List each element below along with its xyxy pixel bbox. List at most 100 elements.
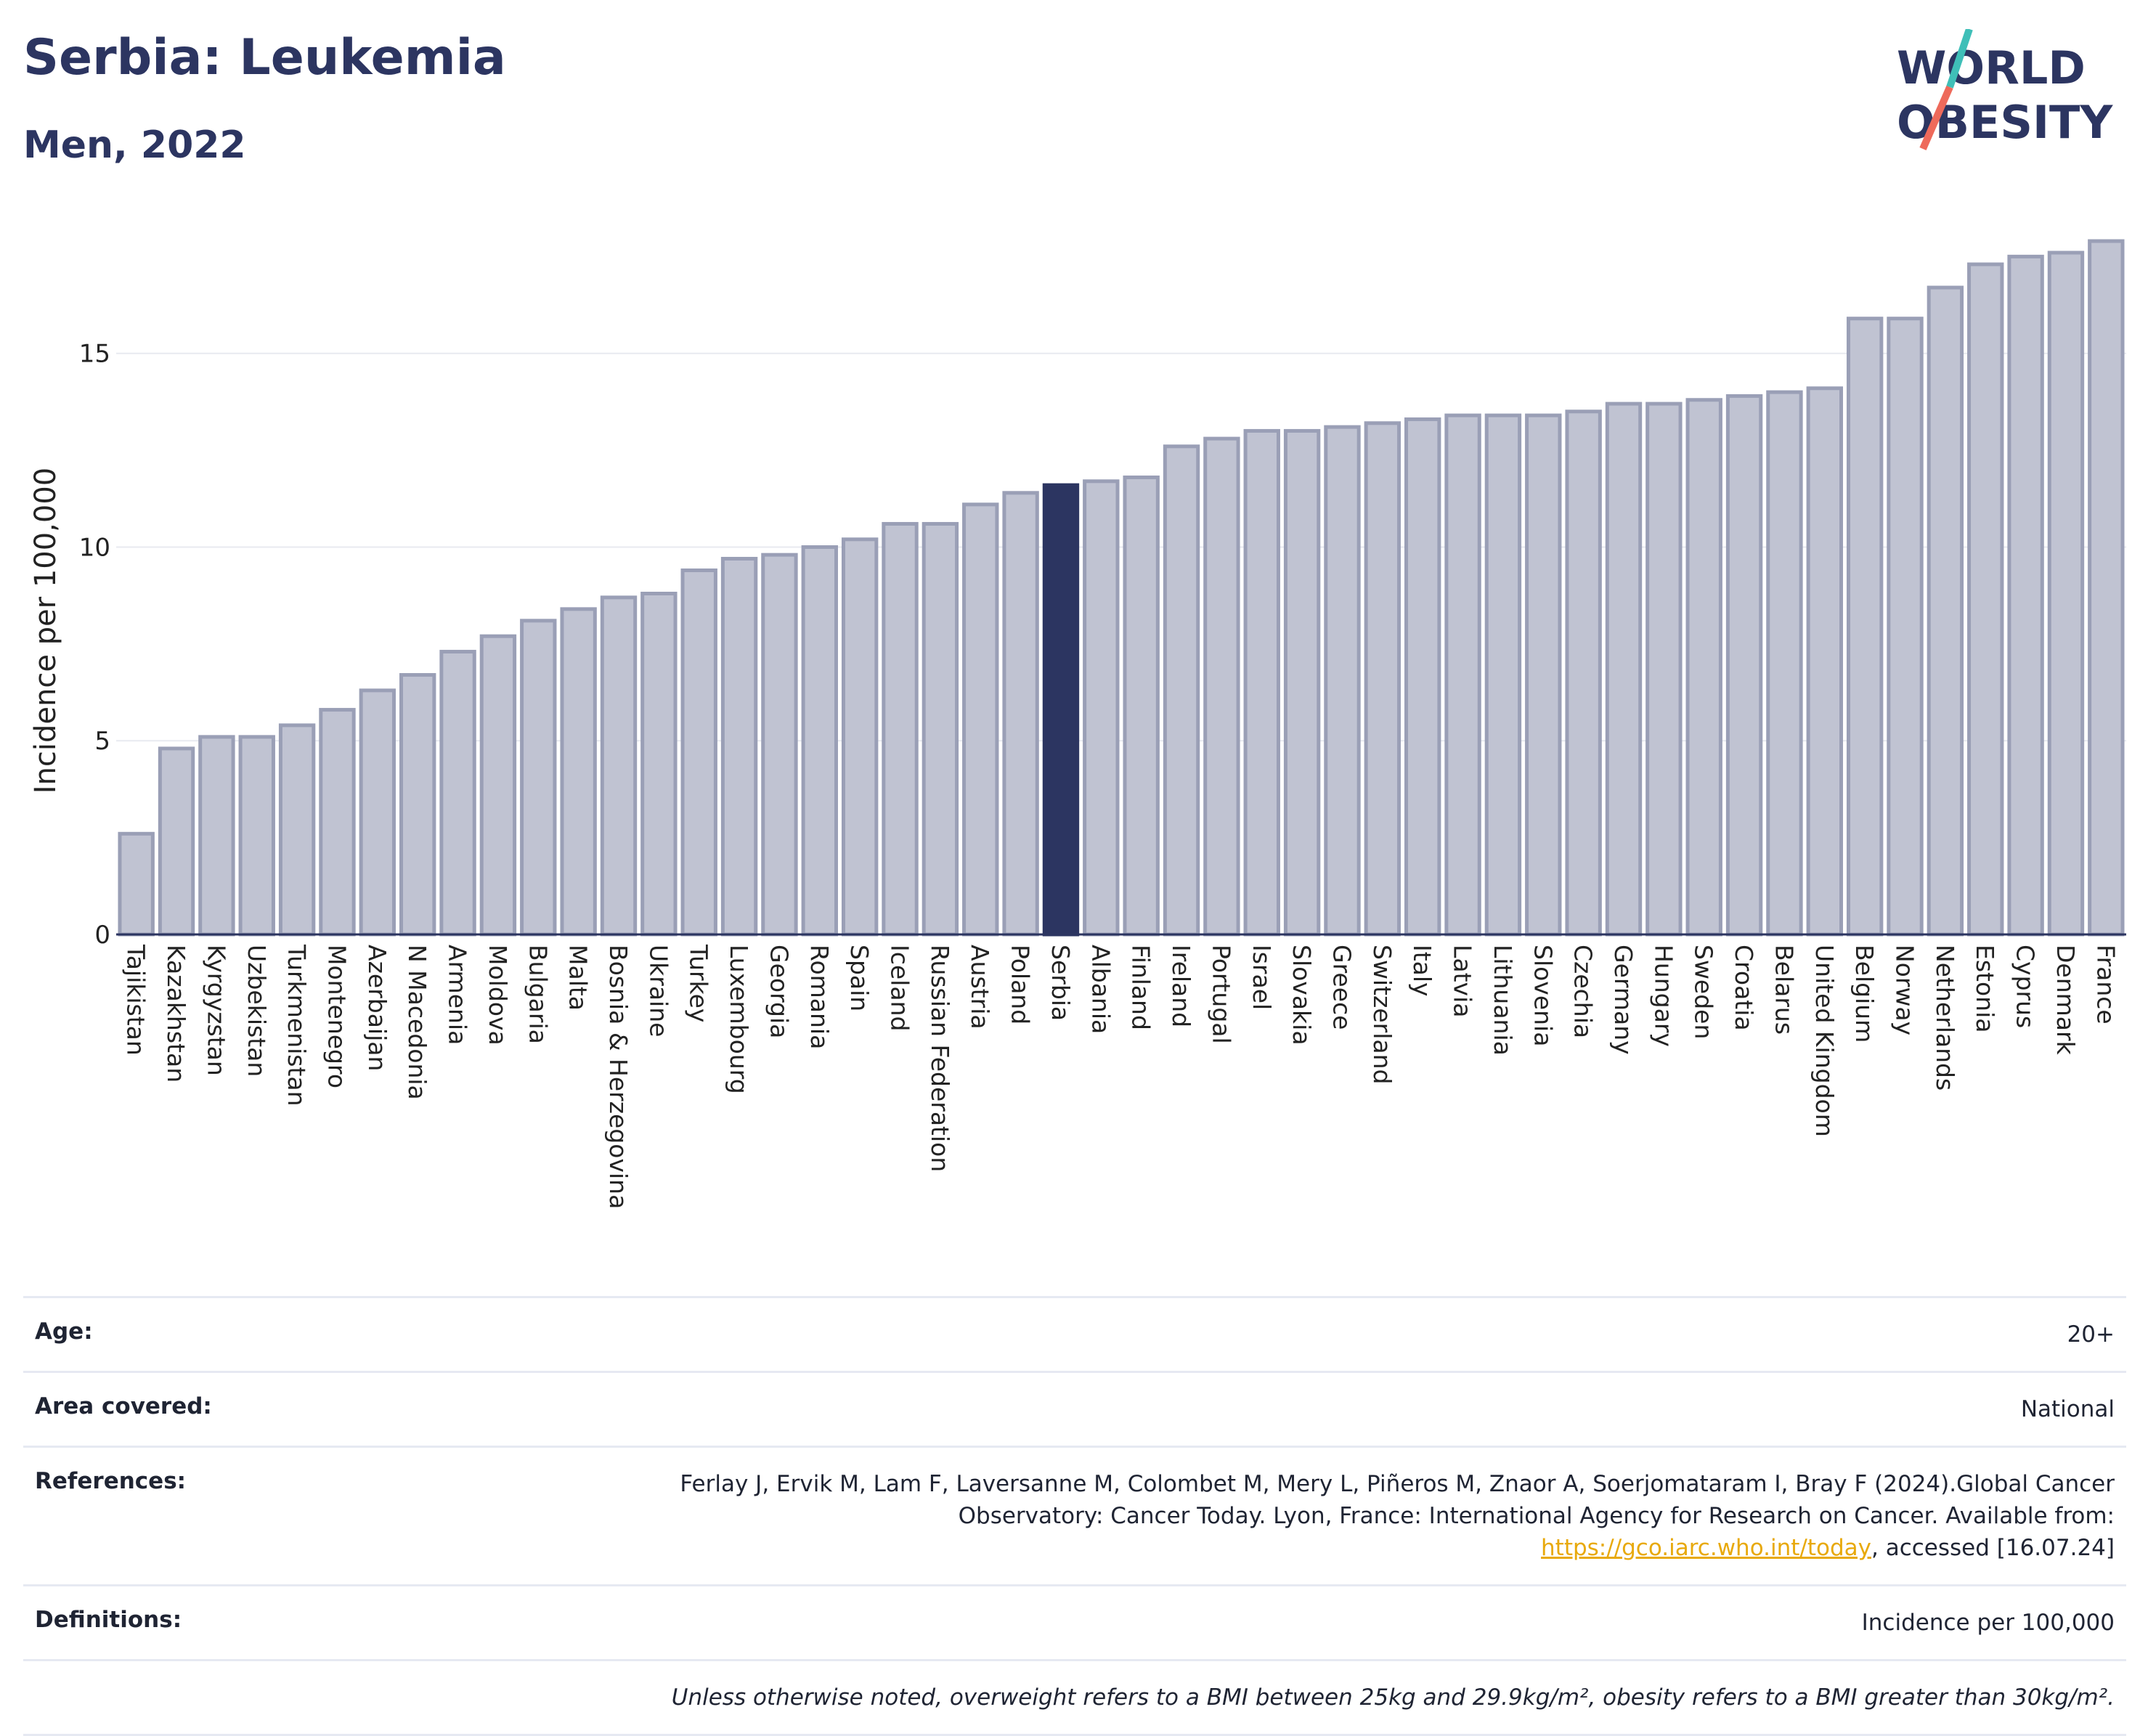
references-label: References:: [35, 1468, 187, 1494]
x-tick-label: Russian Federation: [926, 945, 954, 1172]
x-tick-label: Portugal: [1207, 945, 1235, 1044]
x-tick-label: Greece: [1327, 945, 1356, 1030]
bar-chart: 0 5 10 15 Incidence per 100,000 Tajikistan Kaz…: [29, 239, 2126, 1209]
x-tick-label: Slovenia: [1529, 945, 1557, 1046]
bar: [1484, 413, 1522, 937]
x-tick-label: Georgia: [765, 945, 793, 1038]
y-axis-title: Incidence per 100,000: [29, 468, 62, 794]
bar: [278, 723, 316, 937]
logo-slash-teal: [1946, 29, 1973, 89]
x-tick-label: Belarus: [1770, 945, 1798, 1035]
bar: [1002, 491, 1039, 937]
x-tick-label: Netherlands: [1931, 945, 1959, 1091]
bar: [1565, 409, 1602, 937]
x-tick-label: Lithuania: [1489, 945, 1517, 1056]
bar: [520, 619, 557, 937]
bar: [1444, 413, 1481, 937]
bar: [319, 708, 356, 937]
bar: [399, 673, 436, 937]
bar: [1806, 386, 1843, 937]
bar: [560, 607, 597, 937]
references-value: Ferlay J, Ervik M, Lam F, Laversanne M, …: [662, 1468, 2115, 1564]
x-tick-label: Poland: [1006, 945, 1035, 1024]
world-obesity-logo: WORLD OBESITY: [1897, 29, 2113, 150]
info-table: Age: 20+ Area covered: National Referenc…: [23, 1296, 2126, 1736]
x-tick-label: Italy: [1408, 945, 1436, 997]
x-tick-label: Ukraine: [644, 945, 672, 1037]
definitions-value: Incidence per 100,000: [1861, 1610, 2115, 1636]
x-tick-label: Czechia: [1569, 945, 1598, 1038]
bar: [1404, 417, 1441, 937]
bar: [1605, 402, 1643, 937]
bar: [198, 735, 235, 937]
age-label: Age:: [35, 1319, 93, 1345]
bmi-note: Unless otherwise noted, overweight refer…: [671, 1684, 2115, 1711]
bar: [2088, 239, 2125, 937]
x-tick-label: Serbia: [1046, 945, 1075, 1021]
bar: [1846, 317, 1884, 937]
x-tick-label: Ireland: [1167, 945, 1195, 1027]
x-tick-label: Iceland: [886, 945, 914, 1031]
references-link[interactable]: https://gco.iarc.who.int/today: [1541, 1535, 1871, 1561]
bar: [359, 688, 396, 937]
bar: [1123, 475, 1160, 937]
bar: [1887, 317, 1924, 937]
x-tick-label: Croatia: [1730, 945, 1758, 1031]
x-tick-label: Spain: [845, 945, 874, 1011]
x-tick-label: Denmark: [2051, 945, 2080, 1056]
bar: [1163, 444, 1200, 937]
x-tick-label: Austria: [966, 945, 994, 1030]
x-tick-label: N Macedonia: [403, 945, 431, 1100]
x-tick-label: Turkmenistan: [282, 944, 311, 1107]
y-tick-label: 10: [79, 533, 110, 562]
bar: [439, 650, 476, 937]
bar: [2007, 254, 2044, 937]
x-tick-label: Malta: [564, 945, 593, 1011]
x-tick-label: Belgium: [1850, 945, 1879, 1043]
bar: [640, 592, 678, 937]
definitions-label: Definitions:: [35, 1607, 182, 1633]
references-text-1: Ferlay J, Ervik M, Lam F, Laversanne M, …: [680, 1471, 2115, 1529]
x-tick-label: Switzerland: [1368, 945, 1396, 1085]
bar: [841, 537, 879, 937]
bar: [1766, 390, 1803, 937]
bar: [1203, 436, 1240, 937]
bar: [1525, 413, 1562, 937]
references-text-2: , accessed [16.07.24]: [1871, 1535, 2115, 1561]
bar: [600, 595, 638, 937]
page-subtitle: Men, 2022: [23, 123, 246, 167]
bar: [1324, 425, 1361, 937]
bar: [680, 568, 717, 937]
x-tick-label: Turkey: [685, 944, 713, 1022]
bar: [2047, 250, 2085, 937]
logo-slash-coral: [1919, 86, 1953, 150]
info-row-age: Age: 20+: [23, 1296, 2126, 1371]
bar: [962, 502, 999, 937]
info-row-definitions: Definitions: Incidence per 100,000: [23, 1584, 2126, 1659]
bar: [1083, 479, 1120, 937]
x-tick-label: Slovakia: [1287, 945, 1316, 1046]
x-tick-label: Tajikistan: [122, 944, 150, 1056]
bar: [1967, 262, 2004, 937]
bar: [118, 831, 155, 937]
y-tick-label: 15: [79, 340, 110, 369]
x-tick-label: Latvia: [1449, 945, 1477, 1017]
x-tick-label: Azerbaijan: [363, 945, 391, 1071]
x-tick-label: Armenia: [444, 945, 472, 1045]
y-tick-label: 5: [94, 727, 110, 756]
x-tick-label: Romania: [805, 945, 834, 1049]
x-tick-label: Cyprus: [2011, 945, 2040, 1028]
x-tick-label: Kyrgyzstan: [202, 945, 230, 1076]
x-tick-label: Sweden: [1690, 945, 1718, 1039]
bar: [720, 556, 758, 937]
x-tick-label: Norway: [1891, 945, 1919, 1035]
bar: [1645, 402, 1683, 937]
bar: [1243, 428, 1280, 937]
x-tick-label: Moldova: [484, 945, 512, 1046]
x-tick-label: France: [2091, 945, 2120, 1024]
age-value: 20+: [2067, 1321, 2115, 1348]
x-tick-label: Kazakhstan: [162, 945, 190, 1083]
bar: [1364, 421, 1402, 937]
x-tick-label: Estonia: [1971, 945, 1999, 1032]
bar: [1685, 398, 1722, 937]
